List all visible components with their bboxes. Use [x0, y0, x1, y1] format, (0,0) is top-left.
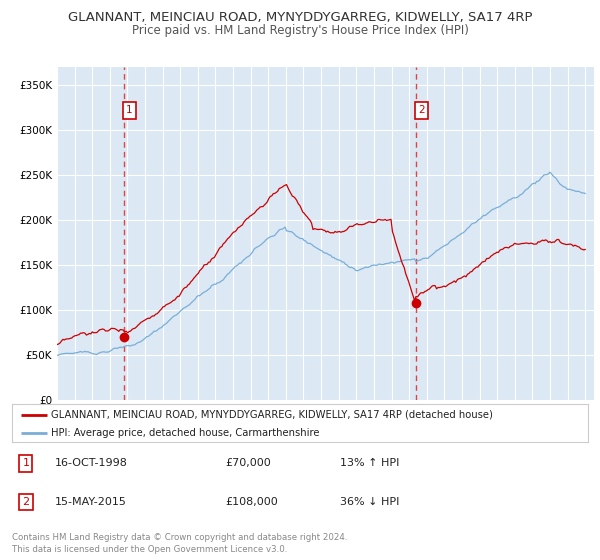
Text: GLANNANT, MEINCIAU ROAD, MYNYDDYGARREG, KIDWELLY, SA17 4RP (detached house): GLANNANT, MEINCIAU ROAD, MYNYDDYGARREG, … — [51, 410, 493, 420]
Text: 15-MAY-2015: 15-MAY-2015 — [55, 497, 127, 507]
Text: £70,000: £70,000 — [225, 459, 271, 468]
Text: 1: 1 — [22, 459, 29, 468]
Text: 2: 2 — [22, 497, 29, 507]
Text: 13% ↑ HPI: 13% ↑ HPI — [340, 459, 400, 468]
Text: Contains HM Land Registry data © Crown copyright and database right 2024.: Contains HM Land Registry data © Crown c… — [12, 533, 347, 542]
Text: This data is licensed under the Open Government Licence v3.0.: This data is licensed under the Open Gov… — [12, 545, 287, 554]
Text: HPI: Average price, detached house, Carmarthenshire: HPI: Average price, detached house, Carm… — [51, 428, 320, 438]
Text: 36% ↓ HPI: 36% ↓ HPI — [340, 497, 400, 507]
Text: £108,000: £108,000 — [225, 497, 278, 507]
Text: Price paid vs. HM Land Registry's House Price Index (HPI): Price paid vs. HM Land Registry's House … — [131, 24, 469, 36]
Text: 1: 1 — [126, 105, 133, 115]
Text: 16-OCT-1998: 16-OCT-1998 — [55, 459, 128, 468]
Text: GLANNANT, MEINCIAU ROAD, MYNYDDYGARREG, KIDWELLY, SA17 4RP: GLANNANT, MEINCIAU ROAD, MYNYDDYGARREG, … — [68, 11, 532, 24]
Text: 2: 2 — [418, 105, 424, 115]
